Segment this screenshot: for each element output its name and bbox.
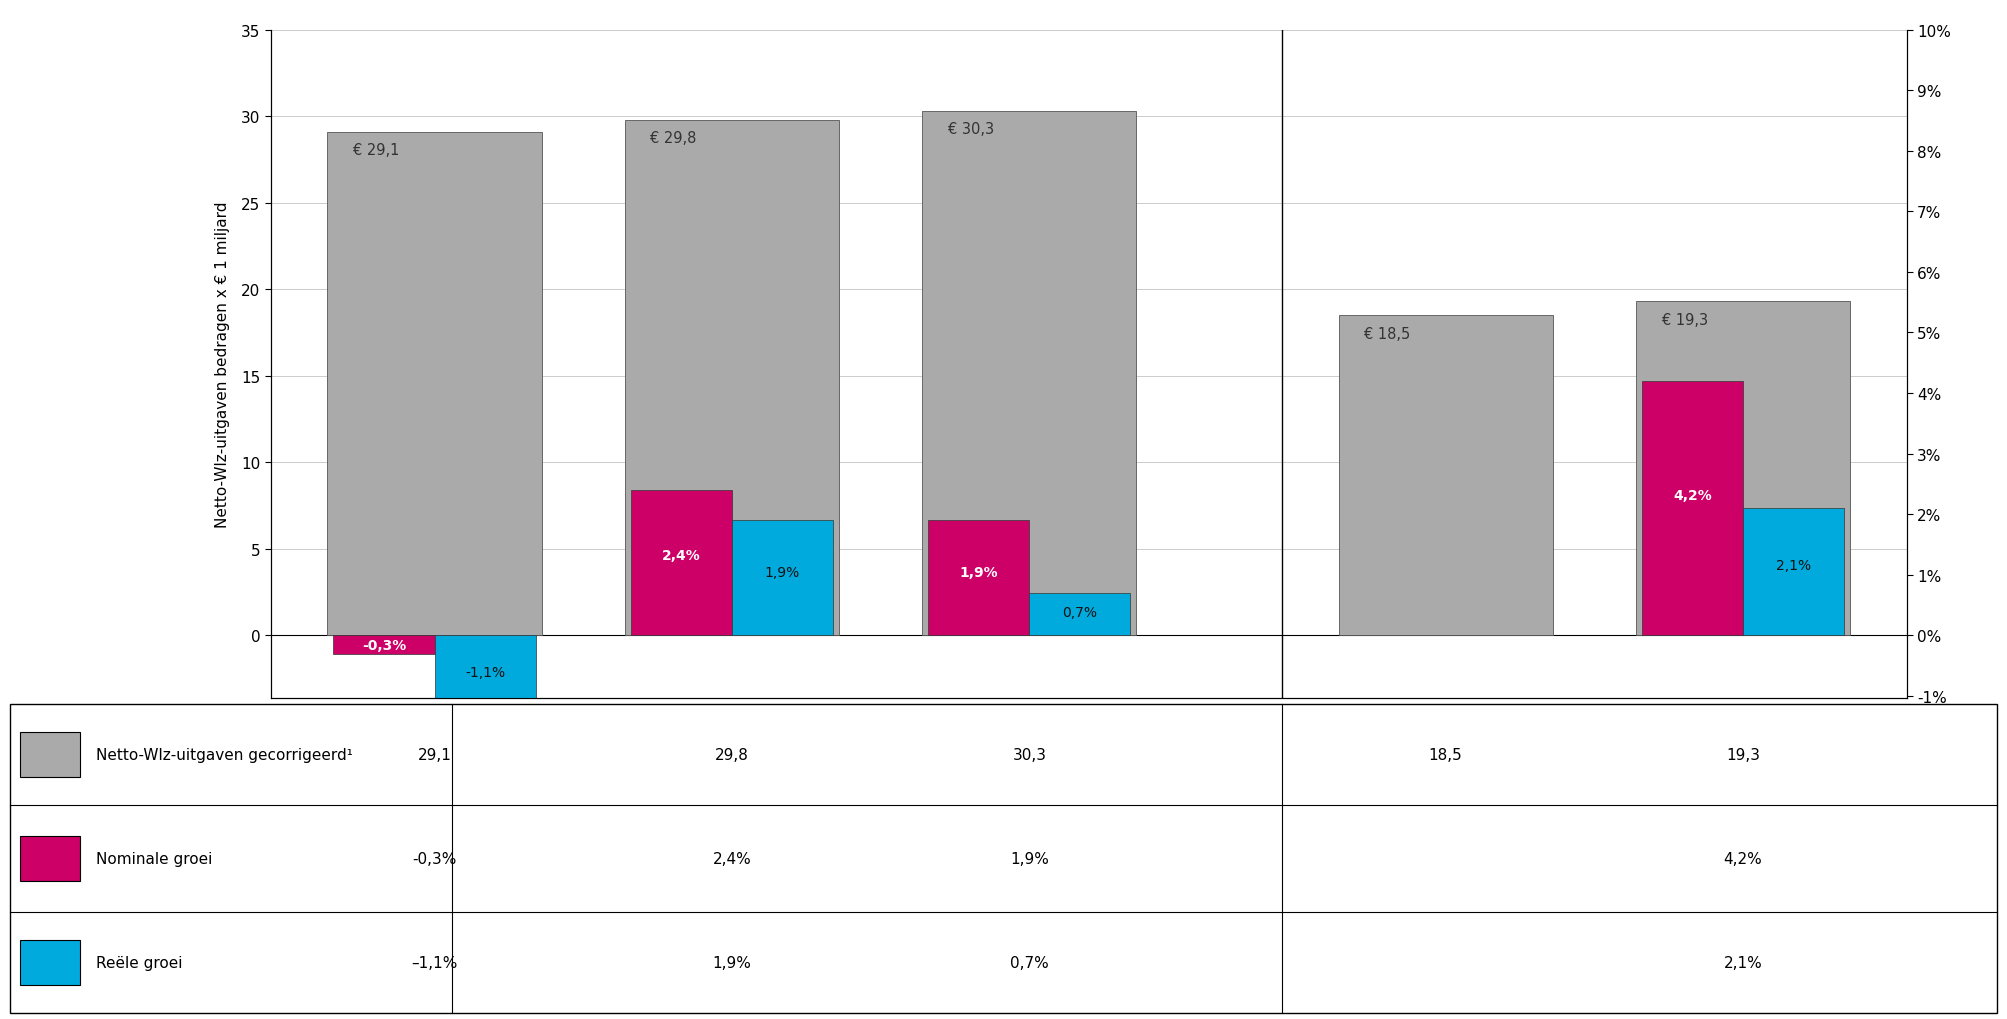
Text: 19,3: 19,3 [1726,747,1760,762]
Bar [1339,316,1553,636]
Text: 29,1: 29,1 [417,747,452,762]
Bar [20,733,80,777]
Text: 30,3: 30,3 [1012,747,1046,762]
Text: 1,9%: 1,9% [712,955,751,970]
Text: € 19,3: € 19,3 [1662,313,1708,327]
Text: 0,7%: 0,7% [1010,955,1050,970]
Text: € 29,8: € 29,8 [650,130,696,146]
Text: 18,5: 18,5 [1429,747,1463,762]
Text: 2,4%: 2,4% [712,851,751,866]
Bar [1742,508,1844,636]
Bar [333,636,434,654]
Bar [624,120,839,636]
Text: Reële groei: Reële groei [96,955,183,970]
Text: –1,1%: –1,1% [411,955,458,970]
Text: 1,9%: 1,9% [1010,851,1050,866]
Text: 4,2%: 4,2% [1674,489,1712,503]
Text: Netto-Wlz-uitgaven gecorrigeerd¹: Netto-Wlz-uitgaven gecorrigeerd¹ [96,747,353,762]
Text: -0,3%: -0,3% [411,851,458,866]
Text: 29,8: 29,8 [714,747,749,762]
Bar [20,836,80,881]
Bar [1636,302,1850,636]
Text: Nominale groei: Nominale groei [96,851,213,866]
Text: -1,1%: -1,1% [466,665,506,680]
Text: -0,3%: -0,3% [361,639,405,653]
Bar [630,490,733,636]
Bar [1030,593,1130,636]
Y-axis label: Netto-Wlz-uitgaven bedragen x € 1 miljard: Netto-Wlz-uitgaven bedragen x € 1 miljar… [215,201,231,528]
Bar [923,112,1136,636]
Text: 2,1%: 2,1% [1724,955,1762,970]
Bar [1642,381,1742,636]
Text: 2,4%: 2,4% [662,549,700,562]
Text: 4,2%: 4,2% [1724,851,1762,866]
Text: € 18,5: € 18,5 [1365,326,1411,341]
Text: 2,1%: 2,1% [1776,558,1810,573]
Text: € 30,3: € 30,3 [947,122,993,138]
Bar [434,636,536,702]
Text: 1,9%: 1,9% [765,566,801,580]
Bar [327,132,542,636]
Bar [733,521,833,636]
Text: 1,9%: 1,9% [959,566,997,580]
Text: 0,7%: 0,7% [1062,605,1098,620]
Bar [927,521,1030,636]
Text: € 29,1: € 29,1 [353,143,399,158]
Bar [20,940,80,984]
